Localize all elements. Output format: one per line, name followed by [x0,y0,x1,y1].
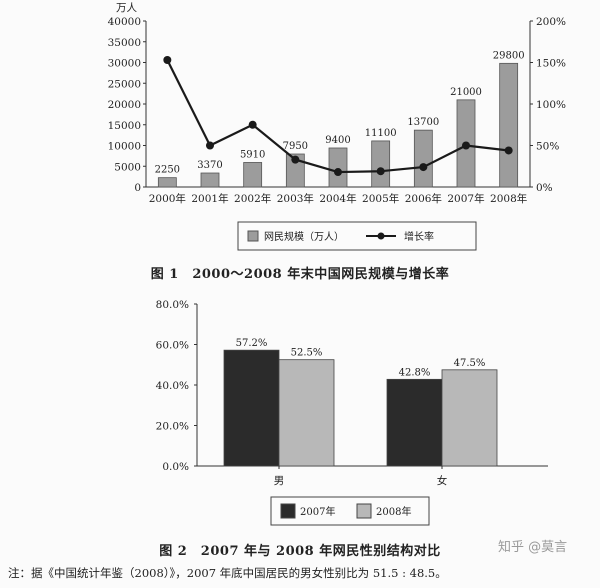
left-tick-label: 35000 [108,37,141,49]
x-tick-label: 2002年 [234,192,271,205]
legend-swatch [280,503,296,519]
x-tick-label: 2003年 [277,192,314,205]
left-tick-label: 30000 [108,58,141,70]
bar-value-label: 57.2% [236,338,268,349]
x-tick-label: 男 [274,475,285,487]
chart-1-internet-users: 万人 0 5000 10000 15000 20000 25000 30000 35000 400… [108,2,566,251]
left-tick-label: 10000 [108,141,141,153]
bar-value-label: 9400 [325,135,350,146]
legend-label-growth: 增长率 [404,230,434,243]
chart-2-legend [270,496,430,526]
legend-label-users: 网民规模（万人） [264,230,344,243]
growth-rate-point [376,167,385,176]
x-tick-label: 2007年 [447,192,484,205]
x-tick-label: 2001年 [191,192,228,205]
bar-female [441,369,498,467]
left-tick-label: 20000 [108,99,141,111]
bar-value-label: 2250 [155,165,180,176]
bar-value-label: 42.8% [399,367,431,378]
right-tick-label: 150% [536,58,566,70]
bar-value-label: 29800 [493,50,525,61]
growth-rate-point [504,146,513,155]
bar-internet-users [285,153,305,188]
bar-value-label: 52.5% [291,348,323,359]
right-tick-label: 50% [536,141,559,153]
left-tick-label: 5000 [114,161,141,173]
right-tick-label: 100% [536,99,566,111]
bar-internet-users [243,162,263,188]
bar-internet-users [371,140,391,188]
x-tick-label: 2008年 [490,192,527,205]
legend-swatch [356,503,372,519]
y-tick-label: 20.0% [156,421,189,433]
legend-label: 2008年 [376,505,411,518]
bar-value-label: 13700 [407,117,439,128]
left-tick-label: 15000 [108,120,141,132]
bar-internet-users [499,62,519,188]
bar-male [278,359,335,467]
bar-internet-users [157,177,177,188]
bar-male [223,349,280,467]
bar-value-label: 3370 [197,160,222,171]
right-tick-label: 200% [536,16,566,28]
bar-internet-users [200,172,220,188]
legend-label: 2007年 [300,505,335,518]
bar-value-label: 21000 [450,87,482,98]
bar-value-label: 11100 [365,128,397,139]
y-tick-label: 80.0% [156,299,189,311]
left-tick-label: 40000 [108,16,141,28]
chart-1-caption: 图 1 2000～2008 年末中国网民规模与增长率 [150,267,450,282]
legend-marker-growth [377,232,385,240]
x-tick-label: 2000年 [149,192,186,205]
left-axis-unit: 万人 [116,2,137,14]
growth-rate-point [334,168,342,177]
bar-internet-users [328,147,348,188]
y-tick-label: 40.0% [156,380,189,392]
x-tick-label: 2006年 [405,192,442,205]
x-tick-label: 2005年 [362,192,399,205]
left-tick-label: 25000 [108,78,141,90]
x-tick-label: 女 [437,474,448,487]
growth-rate-point [462,141,470,150]
bar-value-label: 7950 [283,141,308,152]
chart-1-legend [237,221,477,251]
y-tick-label: 0.0% [162,461,189,473]
footnote: 注：据《中国统计年鉴（2008）》，2007 年底中国居民的男女性别比为 51.… [8,566,447,580]
growth-rate-point [163,56,172,65]
x-tick-label: 2004年 [319,192,356,205]
growth-rate-point [206,141,214,150]
chart-2-caption: 图 2 2007 年与 2008 年网民性别结构对比 [159,544,441,559]
left-tick-label: 0 [134,182,141,194]
growth-rate-point [291,155,300,164]
watermark: 知乎 @莫言 [498,540,568,555]
bar-value-label: 47.5% [454,358,486,369]
bar-female [386,378,443,467]
growth-rate-point [419,163,428,172]
right-tick-label: 0% [536,182,553,194]
bar-value-label: 5910 [240,149,265,160]
bar-internet-users [413,129,433,188]
y-tick-label: 60.0% [156,340,189,352]
growth-rate-point [248,120,257,129]
legend-swatch-users [247,230,259,242]
